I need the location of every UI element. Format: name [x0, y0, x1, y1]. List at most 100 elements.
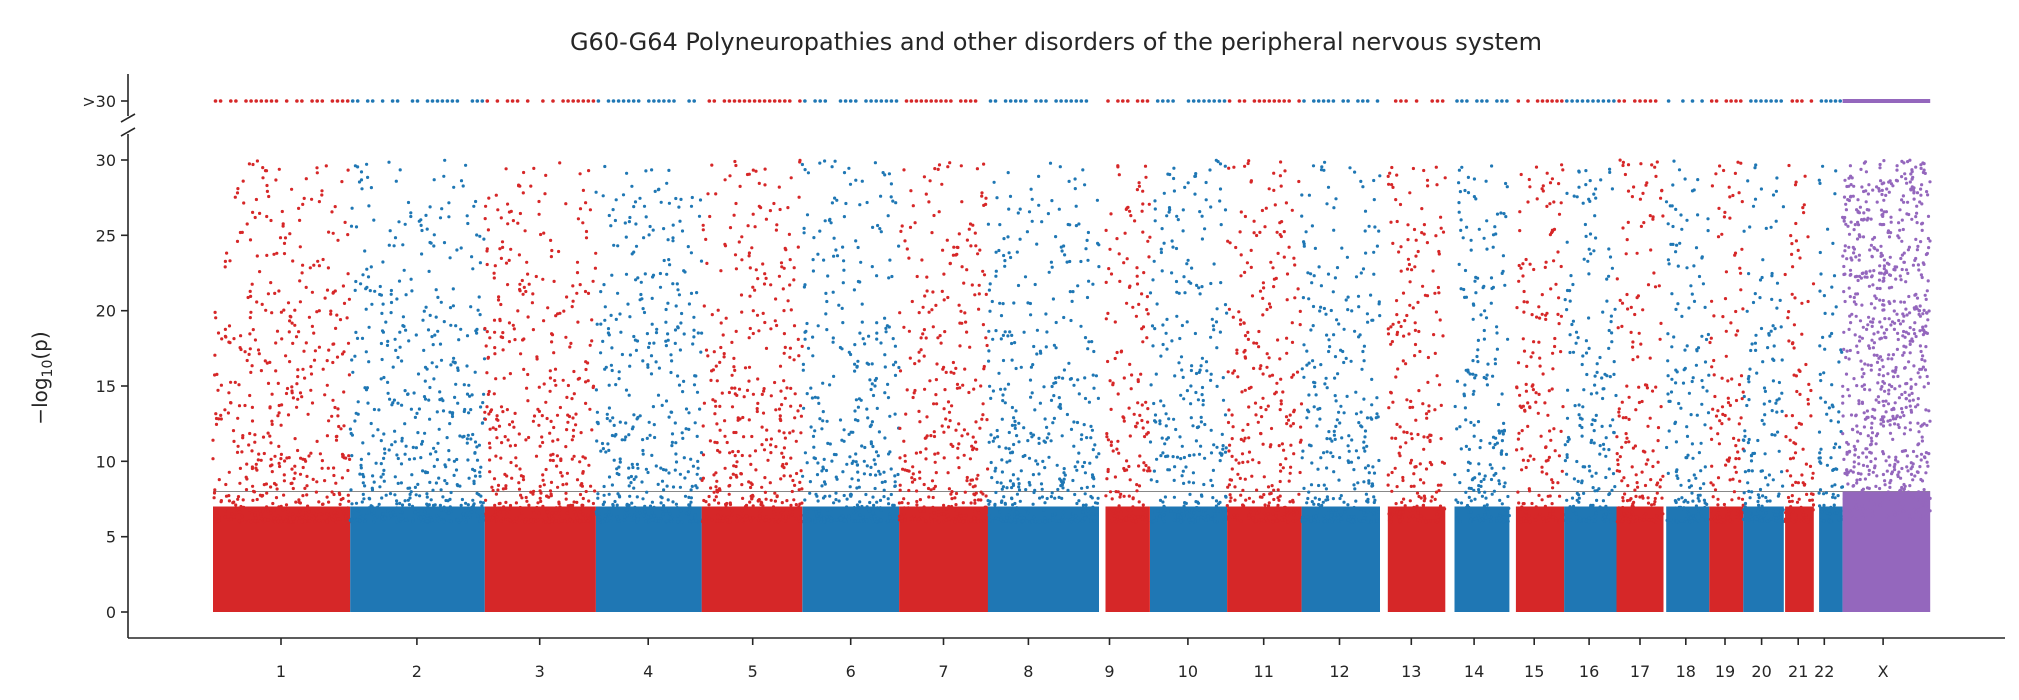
data-point: [615, 503, 619, 507]
data-point: [468, 394, 472, 398]
data-point: [942, 407, 946, 411]
data-point: [1182, 397, 1186, 401]
data-point: [1293, 296, 1297, 300]
data-point: [485, 247, 489, 251]
data-point: [335, 313, 339, 317]
data-point: [875, 274, 879, 278]
data-point: [359, 282, 363, 286]
data-point: [1083, 492, 1087, 496]
data-point: [481, 513, 485, 517]
overflow-point: [218, 99, 223, 103]
data-point: [968, 457, 973, 461]
data-point: [1037, 472, 1041, 476]
data-point: [1280, 442, 1284, 446]
data-point: [380, 329, 385, 333]
data-point: [301, 202, 305, 206]
data-point: [823, 159, 827, 163]
data-point: [990, 519, 994, 524]
data-point: [682, 379, 686, 383]
data-point: [717, 501, 721, 505]
data-point: [213, 353, 217, 357]
data-point: [317, 309, 321, 313]
data-point: [1291, 373, 1295, 377]
overflow-point: [330, 99, 335, 103]
data-point: [644, 215, 648, 219]
data-point: [834, 498, 838, 502]
data-point: [560, 474, 564, 478]
data-point: [747, 336, 751, 340]
data-point: [427, 269, 431, 273]
data-point: [346, 233, 350, 237]
data-point: [1242, 439, 1246, 443]
data-point: [713, 399, 717, 403]
data-point: [1172, 478, 1176, 482]
data-point: [526, 372, 530, 377]
data-point: [379, 341, 383, 346]
data-point: [1412, 517, 1417, 521]
y-tick-label: 0: [106, 603, 116, 622]
data-point: [266, 431, 270, 435]
overflow-point: [742, 99, 747, 103]
data-point: [831, 336, 835, 340]
data-point: [482, 237, 486, 241]
data-point: [283, 459, 287, 463]
y-axis-break-mark-top: [120, 113, 136, 123]
data-point: [361, 481, 365, 485]
data-point: [1246, 161, 1250, 166]
data-point: [897, 244, 901, 248]
data-point: [1159, 509, 1163, 513]
data-point: [565, 295, 569, 299]
data-point: [1048, 519, 1052, 523]
data-point: [1276, 488, 1280, 492]
data-point: [1119, 492, 1123, 496]
data-point: [1311, 359, 1315, 363]
data-point: [867, 334, 871, 338]
data-point: [1057, 375, 1061, 379]
data-point: [1154, 372, 1158, 376]
data-point: [652, 514, 656, 518]
data-point: [1119, 510, 1123, 514]
data-point: [740, 310, 744, 314]
data-point: [1155, 302, 1159, 306]
data-point: [1280, 518, 1284, 522]
data-point: [667, 258, 671, 262]
data-point: [664, 399, 669, 403]
data-point: [1245, 261, 1249, 265]
data-point: [277, 167, 281, 171]
data-point: [1150, 324, 1155, 328]
data-point: [360, 336, 365, 340]
data-point: [732, 213, 736, 217]
data-point: [508, 507, 512, 511]
data-point: [587, 463, 591, 467]
data-point: [332, 492, 336, 497]
data-point: [756, 401, 760, 405]
data-point: [1182, 455, 1186, 460]
data-point: [1126, 508, 1130, 512]
data-point: [1354, 390, 1358, 394]
data-point: [327, 500, 331, 504]
overflow-point: [838, 99, 843, 103]
data-point: [854, 452, 858, 456]
data-point: [413, 510, 418, 514]
data-point: [398, 345, 402, 349]
data-point: [258, 509, 262, 513]
data-point: [840, 438, 844, 442]
data-point: [1022, 426, 1026, 430]
data-point: [609, 313, 613, 317]
data-point: [1205, 369, 1209, 373]
data-point: [1193, 508, 1197, 512]
data-point: [618, 457, 622, 461]
data-point: [248, 347, 252, 351]
data-point: [280, 403, 284, 407]
data-point: [794, 439, 798, 443]
data-point: [304, 514, 308, 518]
data-point: [687, 495, 691, 499]
data-point: [984, 292, 988, 296]
data-point: [555, 413, 560, 417]
chrom-2-dense-band: [350, 506, 485, 612]
data-point: [803, 498, 807, 502]
data-point: [1376, 510, 1380, 514]
data-point: [665, 484, 669, 488]
data-point: [712, 473, 716, 477]
data-point: [365, 162, 369, 166]
